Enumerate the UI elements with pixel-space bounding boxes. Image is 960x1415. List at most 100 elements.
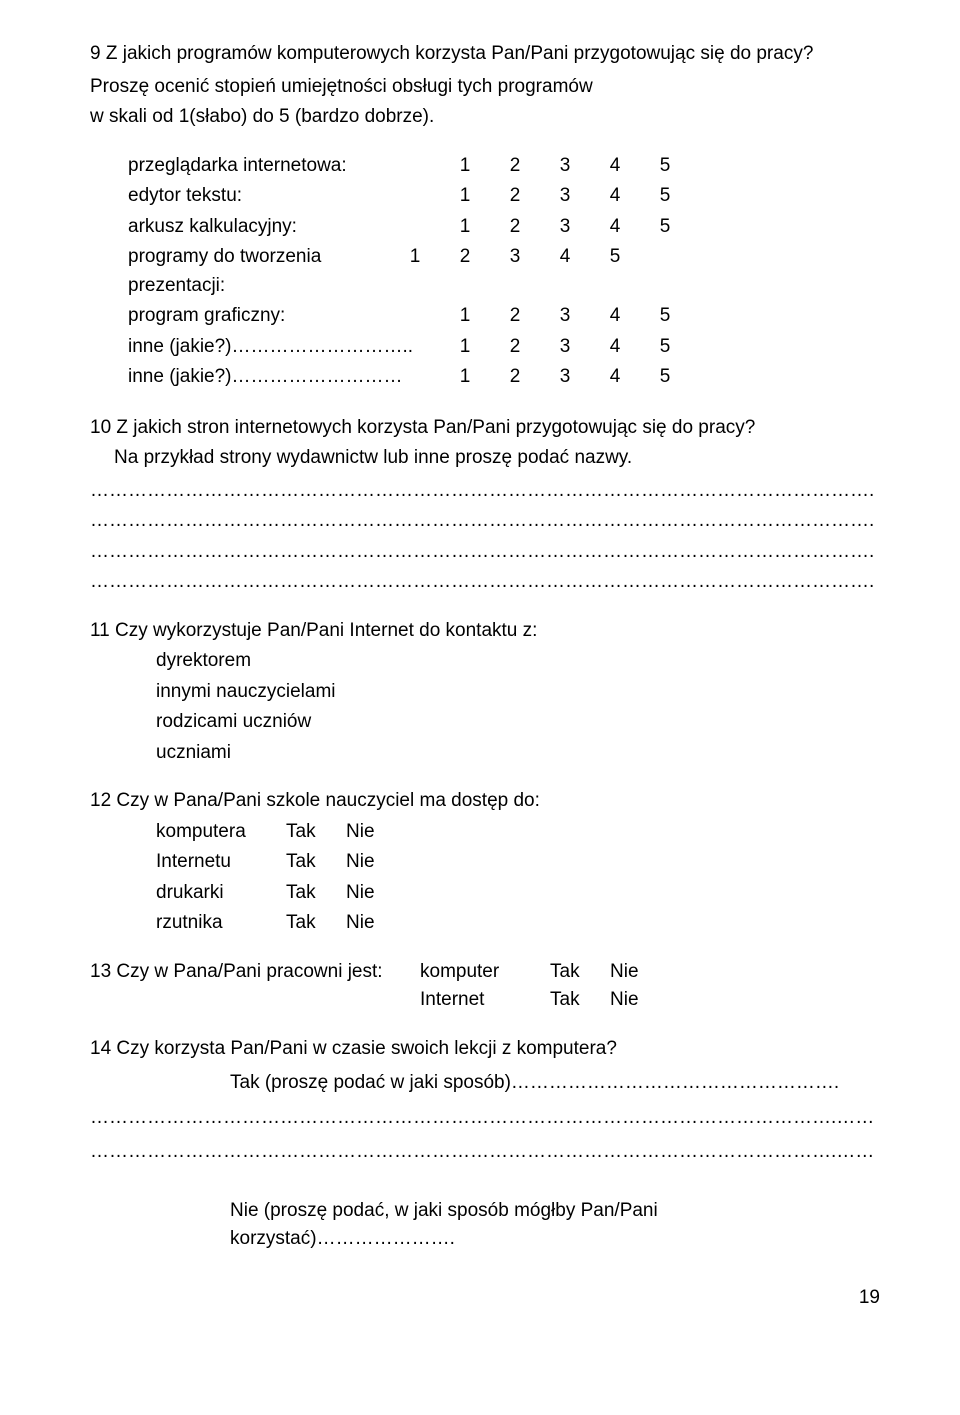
rating-row: przeglądarka internetowa: 1 2 3 4 5 (128, 152, 884, 181)
q9-subtitle-2: w skali od 1(słabo) do 5 (bardzo dobrze)… (90, 103, 884, 132)
q13-row-1: 13 Czy w Pana/Pani pracowni jest: komput… (90, 958, 884, 987)
q12-item-label: komputera (156, 818, 286, 847)
rating-label-other[interactable]: inne (jakie?)……………………… (128, 363, 458, 392)
rating-label: programy do tworzenia prezentacji: (128, 243, 408, 300)
rating-option[interactable]: 3 (558, 363, 572, 392)
q12-row: drukarki Tak Nie (156, 879, 884, 908)
option-no[interactable]: Nie (346, 848, 406, 877)
rating-option[interactable]: 3 (558, 152, 572, 181)
rating-option[interactable]: 5 (608, 243, 622, 272)
rating-option[interactable]: 5 (658, 152, 672, 181)
q11-item[interactable]: dyrektorem (156, 647, 884, 676)
rating-label: edytor tekstu: (128, 182, 458, 211)
dotted-line[interactable]: …………………………………………………………………………………………………………… (90, 538, 884, 567)
rating-label: przeglądarka internetowa: (128, 152, 458, 181)
q11-item[interactable]: uczniami (156, 739, 884, 768)
rating-scale[interactable]: 1 2 3 4 5 (458, 302, 672, 331)
rating-option[interactable]: 2 (508, 213, 522, 242)
q14-yes-option[interactable]: Tak (proszę podać w jaki sposób)……………………… (90, 1069, 884, 1098)
rating-scale[interactable]: 1 2 3 4 5 (458, 152, 672, 181)
rating-option[interactable]: 3 (558, 182, 572, 211)
rating-option[interactable]: 1 (458, 302, 472, 331)
option-no[interactable]: Nie (610, 986, 670, 1015)
q12-item-label: drukarki (156, 879, 286, 908)
q9-rating-table: przeglądarka internetowa: 1 2 3 4 5 edyt… (128, 152, 884, 392)
q12-table: komputera Tak Nie Internetu Tak Nie druk… (156, 818, 884, 938)
q12-item-label: rzutnika (156, 909, 286, 938)
rating-option[interactable]: 2 (508, 182, 522, 211)
option-yes[interactable]: Tak (550, 958, 610, 987)
q14-title: 14 Czy korzysta Pan/Pani w czasie swoich… (90, 1035, 884, 1064)
rating-option[interactable]: 4 (608, 363, 622, 392)
rating-option[interactable]: 5 (658, 302, 672, 331)
rating-scale[interactable]: 1 2 3 4 5 (408, 243, 622, 272)
rating-option[interactable]: 3 (558, 302, 572, 331)
dotted-line[interactable]: …………………………………………………………………………………………………………… (90, 568, 884, 597)
page-container: 9 Z jakich programów komputerowych korzy… (0, 0, 960, 1352)
rating-option[interactable]: 4 (608, 213, 622, 242)
rating-option[interactable]: 3 (508, 243, 522, 272)
rating-option[interactable]: 5 (658, 363, 672, 392)
dotted-line[interactable]: ……………………………………………………………………………………………………….… (90, 1104, 884, 1133)
rating-row: programy do tworzenia prezentacji: 1 2 3… (128, 243, 884, 300)
q11-item[interactable]: rodzicami uczniów (156, 708, 884, 737)
rating-option[interactable]: 1 (458, 182, 472, 211)
rating-scale[interactable]: 1 2 3 4 5 (458, 333, 672, 362)
rating-option[interactable]: 4 (558, 243, 572, 272)
rating-option[interactable]: 1 (458, 363, 472, 392)
rating-option[interactable]: 2 (508, 333, 522, 362)
rating-option[interactable]: 2 (458, 243, 472, 272)
dotted-line[interactable]: …………………………………………………………………………………………………………… (90, 507, 884, 536)
q9-title: 9 Z jakich programów komputerowych korzy… (90, 40, 884, 69)
option-yes[interactable]: Tak (286, 848, 346, 877)
q10-subtitle: Na przykład strony wydawnictw lub inne p… (114, 444, 884, 473)
rating-option[interactable]: 3 (558, 213, 572, 242)
dotted-line[interactable]: …………………………………………………………………………………………………………… (90, 477, 884, 506)
rating-option[interactable]: 5 (658, 213, 672, 242)
rating-option[interactable]: 1 (458, 333, 472, 362)
rating-label: program graficzny: (128, 302, 458, 331)
dotted-line[interactable]: ……………………………………………………………………………………………………….… (90, 1138, 884, 1167)
rating-row: arkusz kalkulacyjny: 1 2 3 4 5 (128, 213, 884, 242)
q13-item-label: Internet (420, 986, 550, 1015)
page-number: 19 (90, 1284, 884, 1313)
rating-row: inne (jakie?)……………………….. 1 2 3 4 5 (128, 333, 884, 362)
q13-spacer (90, 986, 420, 1015)
rating-option[interactable]: 1 (408, 243, 422, 272)
q12-item-label: Internetu (156, 848, 286, 877)
option-no[interactable]: Nie (346, 909, 406, 938)
rating-option[interactable]: 2 (508, 302, 522, 331)
q11-item[interactable]: innymi nauczycielami (156, 678, 884, 707)
option-yes[interactable]: Tak (286, 909, 346, 938)
rating-option[interactable]: 4 (608, 182, 622, 211)
option-yes[interactable]: Tak (550, 986, 610, 1015)
q13-row-2: Internet Tak Nie (90, 986, 884, 1015)
rating-option[interactable]: 5 (658, 182, 672, 211)
rating-option[interactable]: 4 (608, 302, 622, 331)
q12-title: 12 Czy w Pana/Pani szkole nauczyciel ma … (90, 787, 884, 816)
rating-label-other[interactable]: inne (jakie?)……………………….. (128, 333, 458, 362)
rating-option[interactable]: 3 (558, 333, 572, 362)
rating-row: inne (jakie?)……………………… 1 2 3 4 5 (128, 363, 884, 392)
rating-scale[interactable]: 1 2 3 4 5 (458, 363, 672, 392)
option-yes[interactable]: Tak (286, 818, 346, 847)
q12-row: Internetu Tak Nie (156, 848, 884, 877)
option-no[interactable]: Nie (346, 818, 406, 847)
rating-scale[interactable]: 1 2 3 4 5 (458, 182, 672, 211)
rating-option[interactable]: 4 (608, 152, 622, 181)
q11-list: dyrektorem innymi nauczycielami rodzicam… (156, 647, 884, 767)
option-no[interactable]: Nie (346, 879, 406, 908)
q9-subtitle-1: Proszę ocenić stopień umiejętności obsłu… (90, 73, 884, 102)
rating-option[interactable]: 2 (508, 363, 522, 392)
q14-no-option[interactable]: Nie (proszę podać, w jaki sposób mógłby … (90, 1197, 884, 1254)
rating-option[interactable]: 2 (508, 152, 522, 181)
q12-row: rzutnika Tak Nie (156, 909, 884, 938)
rating-option[interactable]: 4 (608, 333, 622, 362)
q10-answer-lines[interactable]: …………………………………………………………………………………………………………… (90, 477, 884, 597)
rating-option[interactable]: 1 (458, 152, 472, 181)
rating-option[interactable]: 1 (458, 213, 472, 242)
rating-option[interactable]: 5 (658, 333, 672, 362)
option-yes[interactable]: Tak (286, 879, 346, 908)
option-no[interactable]: Nie (610, 958, 670, 987)
rating-scale[interactable]: 1 2 3 4 5 (458, 213, 672, 242)
